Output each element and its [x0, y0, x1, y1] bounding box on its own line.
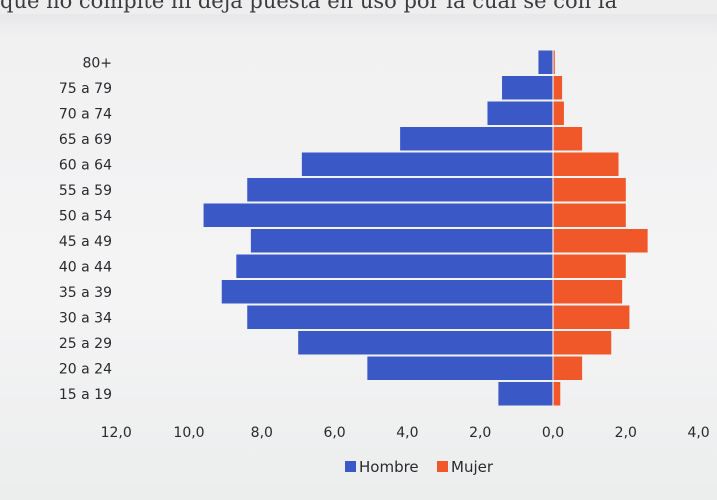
x-tick-label: 0,0	[542, 425, 564, 441]
category-label-70-a-74: 70 a 74	[59, 107, 112, 123]
x-tick-label: 2,0	[469, 425, 491, 441]
x-tick-label: 8,0	[251, 425, 273, 441]
bar-hombre-50-a-54	[203, 203, 553, 227]
bar-mujer-35-a-39	[553, 280, 623, 304]
category-labels: 15 a 19 20 a 24 25 a 29 30 a 34 35 a 39 40 a …	[59, 56, 112, 404]
x-tick-label: 2,0	[615, 425, 637, 441]
category-label-40-a-44: 40 a 44	[59, 260, 112, 276]
bar-hombre-65-a-69	[400, 127, 553, 151]
bar-hombre-80plus	[538, 50, 553, 74]
bar-mujer-70-a-74	[553, 101, 564, 125]
bar-mujer-75-a-79	[553, 76, 563, 100]
x-tick-label: 12,0	[101, 425, 132, 441]
cropped-text-strip: que no compite ni deja puesta en uso por…	[0, 0, 717, 14]
category-label-75-a-79: 75 a 79	[59, 81, 112, 97]
bar-hombre-25-a-29	[298, 331, 553, 355]
bar-mujer-15-a-19	[553, 382, 561, 406]
x-tick-label: 10,0	[173, 425, 204, 441]
legend: Hombre Mujer	[345, 458, 494, 476]
legend-swatch-hombre	[345, 461, 356, 472]
bar-hombre-30-a-34	[247, 305, 554, 329]
bar-mujer-80plus	[553, 50, 555, 74]
bar-mujer-50-a-54	[553, 203, 626, 227]
bar-mujer-55-a-59	[553, 178, 626, 202]
bar-hombre-75-a-79	[502, 76, 553, 100]
legend-label-mujer: Mujer	[451, 458, 494, 476]
x-tick-label: 4,0	[687, 425, 709, 441]
bars-layer	[203, 50, 648, 406]
category-label-35-a-39: 35 a 39	[59, 285, 112, 301]
category-label-50-a-54: 50 a 54	[59, 209, 112, 225]
category-label-80plus: 80+	[82, 56, 112, 72]
x-tick-label: 6,0	[323, 425, 345, 441]
category-label-20-a-24: 20 a 24	[59, 362, 112, 378]
x-tick-labels: 12,0 10,0 8,0 6,0 4,0 2,0 0,0 2,0 4,0	[101, 425, 710, 441]
bar-hombre-15-a-19	[498, 382, 553, 406]
bar-mujer-45-a-49	[553, 229, 648, 253]
bar-hombre-70-a-74	[487, 101, 553, 125]
category-label-65-a-69: 65 a 69	[59, 132, 112, 148]
category-label-15-a-19: 15 a 19	[59, 387, 112, 403]
bar-hombre-40-a-44	[236, 254, 553, 278]
cropped-text: que no compite ni deja puesta en uso por…	[0, 0, 618, 13]
bar-hombre-20-a-24	[367, 356, 553, 380]
category-label-60-a-64: 60 a 64	[59, 158, 112, 174]
bar-mujer-65-a-69	[553, 127, 583, 151]
x-tick-label: 4,0	[396, 425, 418, 441]
category-label-30-a-34: 30 a 34	[59, 311, 112, 327]
category-label-55-a-59: 55 a 59	[59, 183, 112, 199]
bar-hombre-35-a-39	[221, 280, 553, 304]
bar-mujer-20-a-24	[553, 356, 583, 380]
bar-hombre-45-a-49	[250, 229, 553, 253]
bar-mujer-30-a-34	[553, 305, 630, 329]
bar-mujer-40-a-44	[553, 254, 626, 278]
legend-swatch-mujer	[437, 461, 448, 472]
category-label-25-a-29: 25 a 29	[59, 336, 112, 352]
bar-hombre-55-a-59	[247, 178, 554, 202]
legend-label-hombre: Hombre	[359, 458, 419, 476]
bar-mujer-25-a-29	[553, 331, 612, 355]
bar-hombre-60-a-64	[301, 152, 553, 176]
bar-mujer-60-a-64	[553, 152, 619, 176]
category-label-45-a-49: 45 a 49	[59, 234, 112, 250]
